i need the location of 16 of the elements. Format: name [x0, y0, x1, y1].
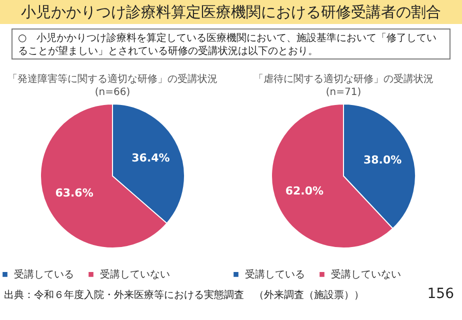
- data-label: 63.6%: [55, 186, 94, 200]
- chart-title: 「虐待に関する適切な研修」の受講状況: [254, 73, 434, 85]
- data-label: 38.0%: [363, 154, 402, 167]
- chart-subtitle: (n=71): [326, 87, 362, 98]
- text: 156: [427, 286, 454, 302]
- chart-subtitle: (n=66): [94, 87, 130, 98]
- data-label: 36.4%: [132, 152, 170, 165]
- source-note: 出典：令和６年度入院・外来医療等における実態調査 （外来調査（施設票））: [4, 289, 364, 301]
- legend-label: 受講していない: [100, 268, 170, 280]
- legend-label: 受講している: [14, 268, 74, 280]
- chart-title: 「発達障害等に関する適切な研修」の受講状況: [8, 73, 218, 85]
- data-label: 62.0%: [285, 184, 324, 198]
- legend-label: 受講している: [245, 268, 305, 280]
- text: 小児かかりつけ診療料算定医療機関における研修受講者の割合: [21, 3, 441, 21]
- text: ○ 小児かかりつけ診療料を算定している医療機関において、施設基準において「修了していることが望ましい」とされている研修の受講状況は以下のとおり。: [18, 32, 437, 57]
- legend-label: 受講していない: [331, 268, 401, 280]
